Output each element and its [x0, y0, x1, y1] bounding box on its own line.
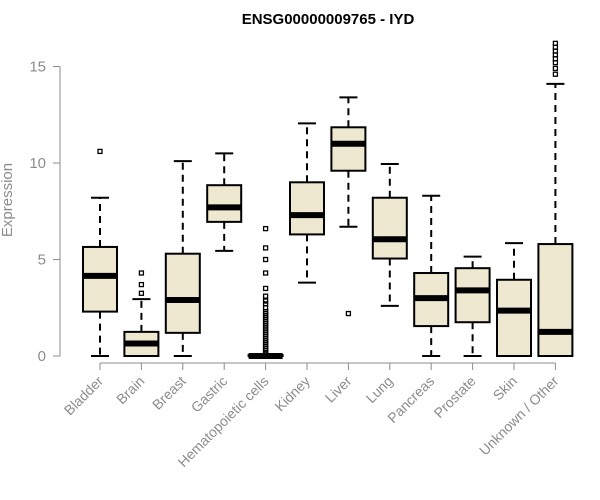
- y-axis-label: Expression: [0, 163, 16, 237]
- y-tick-label-0: 0: [38, 348, 46, 365]
- box-iqr: [454, 267, 491, 324]
- outlier-25: [262, 298, 269, 304]
- chart-title: ENSG00000009765 - IYD: [242, 11, 415, 28]
- outlier-29: [262, 256, 269, 263]
- outlier-1: [552, 65, 559, 72]
- box-iqr: [330, 126, 367, 172]
- x-tick-label-6: Liver: [322, 373, 355, 406]
- outlier-0: [345, 310, 352, 317]
- outlier-24: [262, 301, 269, 307]
- outlier-1: [138, 281, 145, 288]
- box-iqr: [206, 184, 243, 223]
- box-iqr: [496, 278, 532, 358]
- box-group: [82, 40, 574, 359]
- y-axis: 0 5 10 15: [29, 59, 61, 365]
- x-tick-label-1: Brain: [113, 373, 147, 407]
- box-9: [454, 255, 491, 357]
- y-tick-label-1: 5: [38, 252, 46, 269]
- y-tick-label-2: 10: [29, 155, 46, 172]
- outlier-2: [138, 270, 145, 276]
- box-1: [123, 270, 160, 357]
- outlier-7: [552, 40, 559, 46]
- box-3: [206, 152, 243, 252]
- outlier-27: [262, 285, 269, 292]
- outlier-0: [552, 71, 559, 77]
- box-5: [289, 122, 325, 284]
- outlier-26: [262, 293, 269, 299]
- box-11: [537, 40, 574, 357]
- box-iqr: [371, 196, 408, 260]
- outlier-28: [262, 270, 269, 276]
- x-tick-label-2: Breast: [149, 373, 189, 413]
- box-iqr: [289, 181, 325, 236]
- x-tick-label-9: Prostate: [431, 373, 479, 421]
- box-iqr: [82, 245, 118, 313]
- x-tick-label-11: Unknown / Other: [476, 373, 562, 459]
- outlier-30: [262, 245, 269, 251]
- box-0: [82, 148, 118, 357]
- outlier-0: [97, 148, 103, 155]
- x-tick-label-0: Bladder: [61, 373, 107, 419]
- outlier-0: [138, 290, 145, 296]
- x-tick-label-7: Lung: [363, 373, 396, 406]
- box-6: [330, 96, 367, 317]
- box-iqr: [164, 252, 201, 334]
- box-4: [247, 225, 284, 359]
- x-tick-label-5: Kidney: [272, 373, 314, 415]
- box-7: [371, 162, 408, 307]
- x-tick-label-10: Skin: [490, 373, 521, 404]
- outlier-31: [262, 225, 269, 232]
- box-2: [164, 160, 201, 357]
- y-tick-label-3: 15: [29, 59, 46, 76]
- box-10: [496, 242, 532, 358]
- box-8: [413, 194, 450, 357]
- box-iqr: [537, 243, 574, 357]
